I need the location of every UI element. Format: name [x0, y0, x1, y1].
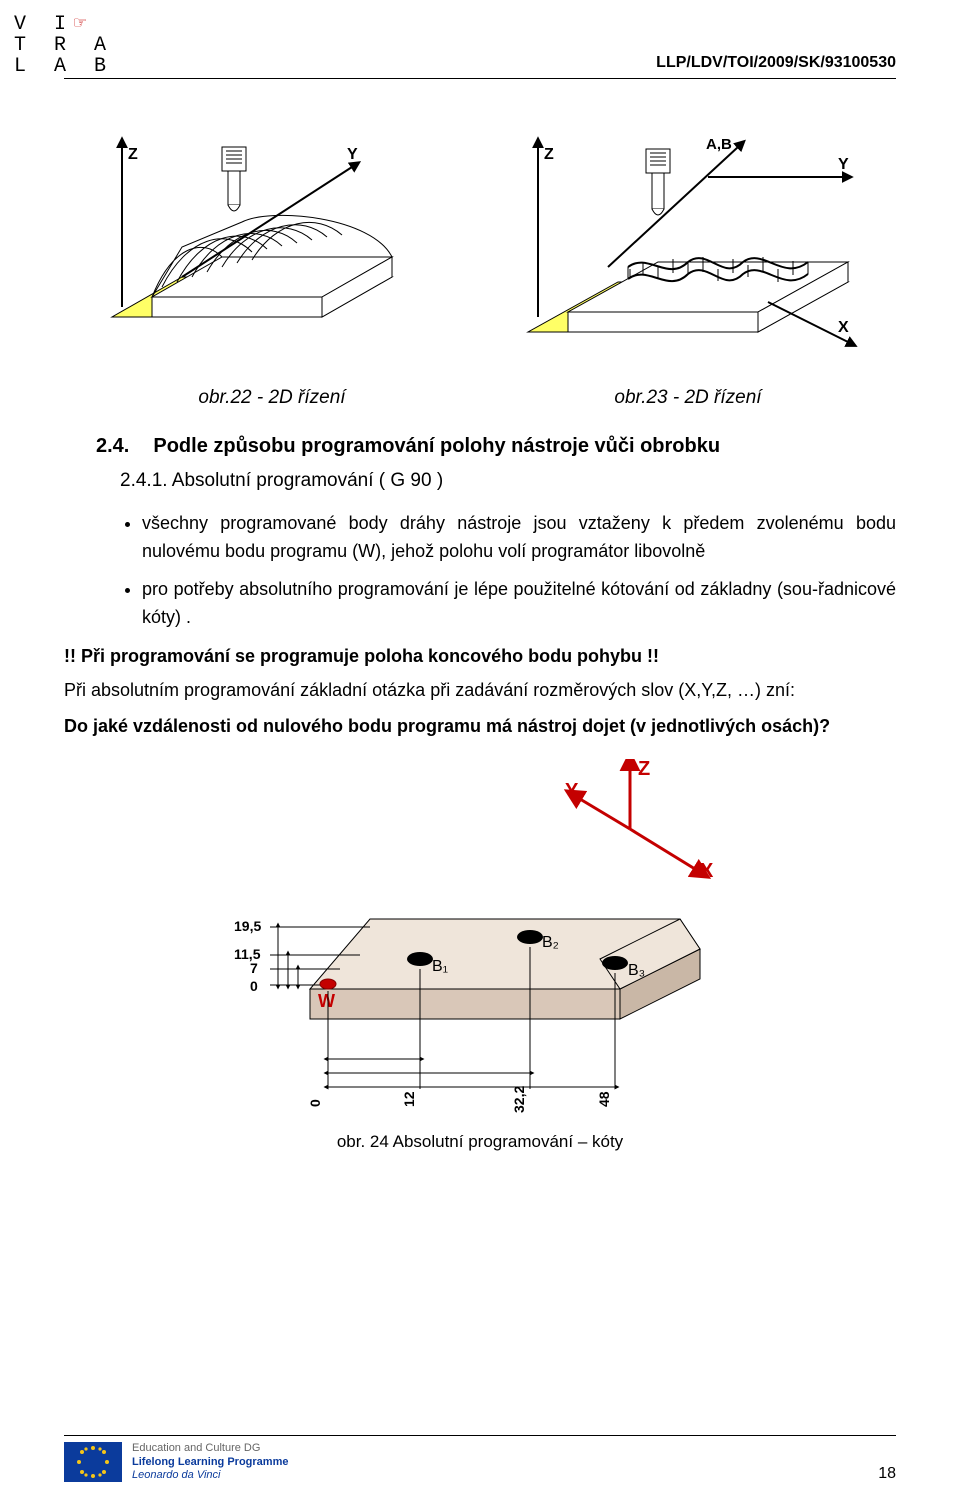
- emphasis-line-1: !! Při programování se programuje poloha…: [64, 646, 896, 667]
- axis-x-label: X: [838, 319, 849, 336]
- dim-x-1: 12: [401, 1091, 417, 1107]
- dim-y-2: 7: [250, 960, 258, 976]
- figure-22: Z Y: [92, 107, 432, 367]
- label-b3: B₃: [628, 962, 645, 979]
- list-item: všechny programované body dráhy nástroje…: [142, 510, 896, 566]
- caption-fig22: obr.22 - 2D řízení: [198, 387, 345, 409]
- section-number: 2.4.: [96, 435, 129, 458]
- section-heading: 2.4. Podle způsobu programování polohy n…: [96, 435, 896, 458]
- axis-y-label: Y: [838, 156, 849, 173]
- logo-line1: V I: [14, 13, 74, 36]
- label-w: W: [318, 991, 335, 1011]
- label-b2: B₂: [542, 934, 559, 951]
- axis-x-label: X: [700, 860, 714, 882]
- subsection-heading: 2.4.1. Absolutní programování ( G 90 ): [120, 470, 896, 492]
- dim-x-2: 32,2: [511, 1085, 527, 1112]
- dim-y-3: 0: [250, 978, 258, 994]
- emphasis-line-2: Do jaké vzdálenosti od nulového bodu pro…: [64, 716, 896, 737]
- axis-ab-label: A,B: [706, 136, 732, 153]
- axis-z-label: Z: [638, 759, 650, 780]
- dim-x-3: 48: [596, 1091, 612, 1107]
- label-b1: B₁: [432, 958, 448, 975]
- footer-line2: Lifelong Learning Programme: [132, 1456, 288, 1470]
- axis-z-label: Z: [544, 146, 554, 163]
- footer-line3: Leonardo da Vinci: [132, 1469, 288, 1483]
- caption-fig23: obr.23 - 2D řízení: [614, 387, 761, 409]
- footer-program-logo: Education and Culture DG Lifelong Learni…: [64, 1442, 288, 1483]
- axis-z-label: Z: [128, 146, 138, 163]
- page-number: 18: [878, 1465, 896, 1483]
- axis-y-label: Y: [565, 780, 579, 802]
- figure-23: Z A,B Y X: [508, 107, 868, 367]
- paragraph: Při absolutním programování základní otá…: [64, 677, 896, 704]
- header-rule: [64, 78, 896, 79]
- footer-line1: Education and Culture DG: [132, 1442, 288, 1456]
- dim-y-0: 19,5: [234, 918, 261, 934]
- section-title: Podle způsobu programování polohy nástro…: [153, 435, 720, 458]
- axis-y-label: Y: [347, 146, 358, 163]
- logo-line2: T R A: [14, 34, 114, 57]
- dim-x-0: 0: [307, 1099, 323, 1107]
- caption-fig24: obr. 24 Absolutní programování – kóty: [64, 1132, 896, 1152]
- header-code: LLP/LDV/TOI/2009/SK/93100530: [64, 54, 896, 72]
- bullet-list: všechny programované body dráhy nástroje…: [120, 510, 896, 632]
- logo-line3: L A B: [14, 55, 114, 78]
- list-item: pro potřeby absolutního programování je …: [142, 576, 896, 632]
- figure-24: Z X Y W B₁ B₂ B₃: [64, 759, 896, 1152]
- logo: V I☞ T R A L A B: [14, 14, 114, 77]
